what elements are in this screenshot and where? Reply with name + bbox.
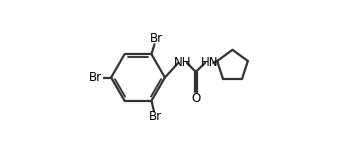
Text: Br: Br: [149, 110, 162, 123]
Text: NH: NH: [174, 56, 191, 69]
Text: Br: Br: [88, 71, 102, 84]
Text: O: O: [191, 92, 200, 105]
Text: HN: HN: [201, 56, 218, 69]
Text: Br: Br: [149, 32, 163, 45]
